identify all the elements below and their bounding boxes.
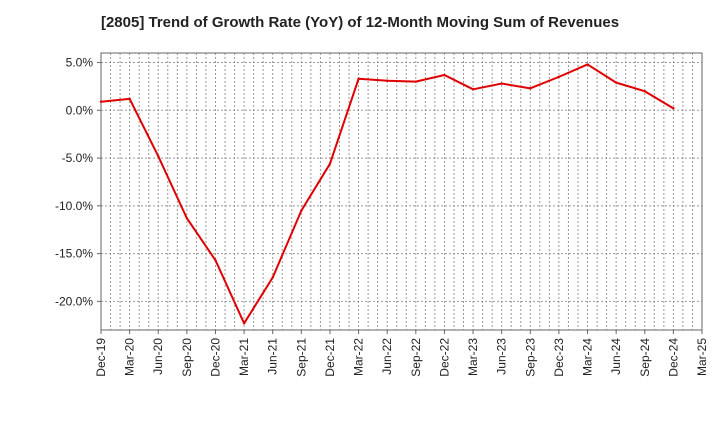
x-tick-label: Jun-22 xyxy=(380,338,394,375)
x-tick-label: Mar-20 xyxy=(123,338,137,376)
data-point xyxy=(614,81,618,84)
data-point xyxy=(300,209,303,212)
x-tick-label: Dec-22 xyxy=(437,338,451,377)
data-point xyxy=(471,88,475,91)
data-point xyxy=(99,100,103,103)
data-point xyxy=(185,217,189,220)
data-point xyxy=(271,276,274,279)
data-point xyxy=(328,162,332,165)
x-tick-label: Dec-21 xyxy=(323,338,337,377)
y-tick-label: 5.0% xyxy=(66,56,94,70)
x-tick-label: Sep-23 xyxy=(523,338,537,377)
data-point xyxy=(414,80,418,83)
x-tick-label: Sep-22 xyxy=(409,338,423,377)
data-point xyxy=(357,77,360,80)
data-point xyxy=(529,87,532,90)
x-tick-label: Dec-19 xyxy=(94,338,108,377)
y-tick-label: -15.0% xyxy=(55,247,93,261)
y-tick-label: 0.0% xyxy=(66,103,94,117)
data-point xyxy=(443,73,446,77)
x-tick-label: Mar-24 xyxy=(581,338,595,376)
x-tick-label: Mar-23 xyxy=(466,338,480,376)
x-tick-label: Mar-25 xyxy=(695,338,709,376)
data-point xyxy=(672,107,675,110)
x-tick-label: Dec-20 xyxy=(208,338,222,377)
y-tick-label: -20.0% xyxy=(55,294,93,308)
data-point xyxy=(500,82,503,85)
x-tick-label: Jun-24 xyxy=(609,338,623,375)
chart-title: [2805] Trend of Growth Rate (YoY) of 12-… xyxy=(100,14,620,31)
data-point xyxy=(385,79,389,82)
data-point xyxy=(157,154,160,158)
y-tick-label: -5.0% xyxy=(62,151,94,165)
x-tick-label: Sep-20 xyxy=(180,338,194,377)
data-point xyxy=(557,75,561,79)
x-tick-label: Mar-21 xyxy=(237,338,251,376)
x-tick-label: Dec-23 xyxy=(552,338,566,377)
x-tick-label: Sep-24 xyxy=(638,338,652,377)
x-tick-label: Dec-24 xyxy=(666,338,680,377)
x-tick-label: Jun-21 xyxy=(266,338,280,375)
data-point xyxy=(643,90,646,93)
data-point xyxy=(242,322,246,325)
y-tick-label: -10.0% xyxy=(55,199,93,213)
x-tick-label: Jun-20 xyxy=(151,338,165,375)
plot-area-border xyxy=(100,52,703,331)
x-tick-label: Jun-23 xyxy=(495,338,509,375)
x-tick-label: Sep-21 xyxy=(294,338,308,377)
data-point xyxy=(128,97,131,101)
x-tick-label: Mar-22 xyxy=(352,338,366,376)
data-point xyxy=(214,259,217,262)
data-point xyxy=(586,63,589,66)
